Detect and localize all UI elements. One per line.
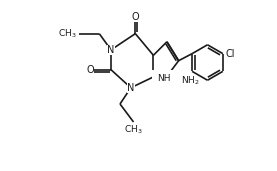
Text: N: N: [127, 83, 135, 93]
Text: O: O: [132, 12, 139, 22]
Text: NH: NH: [157, 74, 170, 83]
Text: NH$_2$: NH$_2$: [181, 74, 200, 87]
Text: Cl: Cl: [225, 49, 235, 59]
Text: CH$_3$: CH$_3$: [58, 27, 77, 40]
Text: N: N: [107, 45, 115, 55]
Text: CH$_3$: CH$_3$: [124, 124, 143, 136]
Text: O: O: [86, 65, 94, 75]
